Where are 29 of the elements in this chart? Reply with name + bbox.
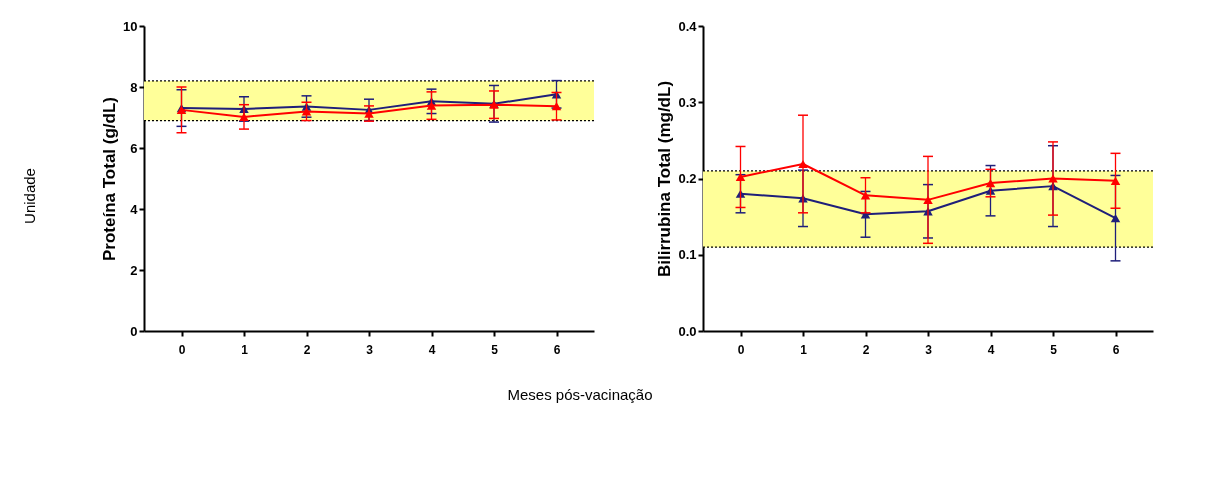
x-tick-label: 6 xyxy=(553,342,561,357)
y-tick-label: 0.3 xyxy=(678,94,697,110)
x-tick-label: 4 xyxy=(428,342,436,357)
y-tick-label: 8 xyxy=(130,79,138,95)
y-tick-label: 4 xyxy=(130,201,139,217)
y-tick-label: 0.4 xyxy=(678,18,698,34)
y-tick-label: 2 xyxy=(130,262,138,278)
x-tick-label: 1 xyxy=(800,342,808,357)
y-axis-title: Bilirrubina Total (mg/dL) xyxy=(655,80,675,278)
x-tick-label: 1 xyxy=(241,342,249,357)
x-tick-label: 4 xyxy=(987,342,995,357)
x-tick-label: 6 xyxy=(1112,342,1120,357)
text: Meses pós-vacinação xyxy=(507,386,653,403)
x-tick-label: 3 xyxy=(925,342,933,357)
y-axis-title: Proteína Total (g/dL) xyxy=(100,96,120,262)
y-tick-label: 10 xyxy=(123,18,138,34)
x-tick-label: 5 xyxy=(491,342,499,357)
y-tick-label: 6 xyxy=(130,140,138,156)
x-tick-label: 2 xyxy=(303,342,311,357)
y-tick-label: 0.1 xyxy=(678,247,697,263)
x-tick-label: 0 xyxy=(178,342,186,357)
y-tick-label: 0 xyxy=(130,323,138,339)
y-tick-label: 0.0 xyxy=(678,323,697,339)
y-tick-label: 0.2 xyxy=(678,171,697,186)
x-tick-label: 0 xyxy=(737,342,745,357)
x-tick-label: 2 xyxy=(862,342,870,357)
text: Unidade xyxy=(21,168,38,224)
x-tick-label: 5 xyxy=(1050,342,1058,357)
x-tick-label: 3 xyxy=(366,342,374,357)
